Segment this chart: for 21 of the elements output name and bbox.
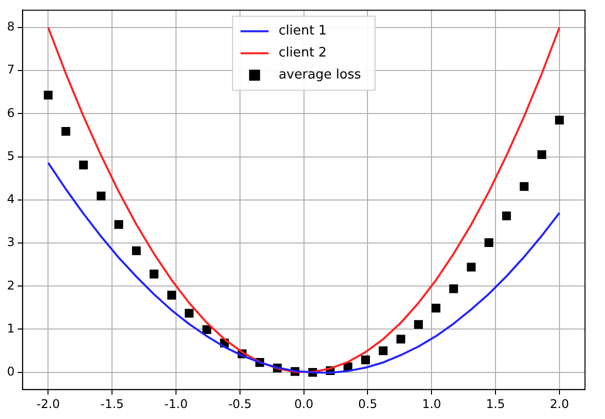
x-tick-label: -2.0 [36, 396, 60, 411]
y-tick-label: 1 [6, 321, 15, 336]
y-tick-label: 0 [6, 364, 15, 378]
legend-label: average loss [278, 68, 362, 83]
legend-label: client 2 [278, 46, 327, 61]
x-tick-label: -1.5 [100, 396, 124, 411]
y-tick-label: 3 [6, 235, 15, 250]
y-tick-label: 2 [6, 278, 15, 292]
x-tick-label: 1.0 [422, 396, 442, 411]
x-tick-label: -0.5 [228, 396, 252, 411]
y-tick-label: 8 [6, 20, 15, 34]
x-tick-label: -1.0 [164, 396, 188, 411]
y-tick-label: 5 [6, 148, 15, 163]
x-tick-label: 0.0 [294, 396, 314, 411]
x-tick-label: 2.0 [550, 396, 569, 411]
y-tick-label: 4 [6, 192, 15, 206]
x-tick-label: 1.5 [486, 396, 506, 411]
legend-label: client 1 [278, 24, 327, 39]
y-tick-label: 6 [6, 106, 15, 120]
x-tick-label: 0.5 [358, 396, 378, 411]
y-tick-label: 7 [6, 62, 15, 77]
